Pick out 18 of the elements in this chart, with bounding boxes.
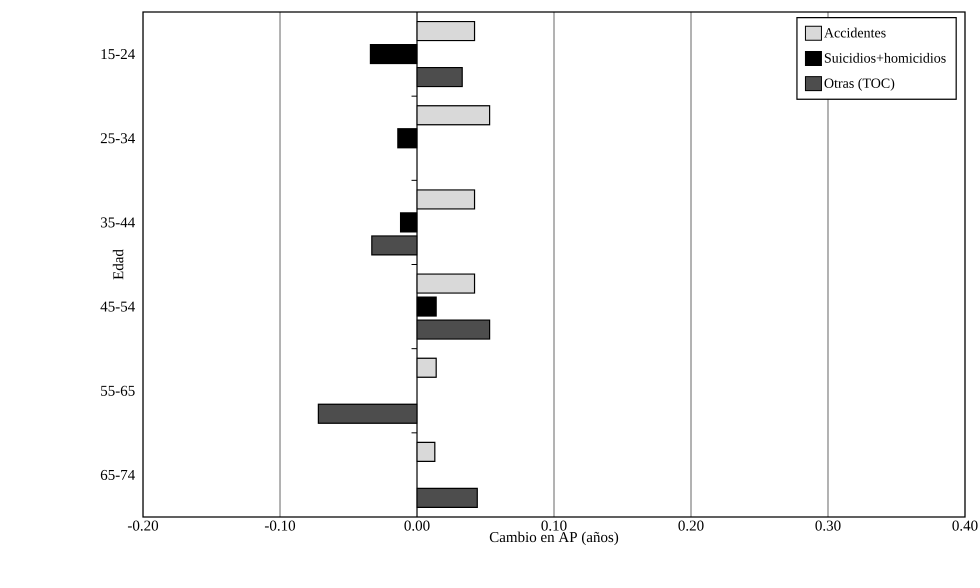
y-tick-label: 25-34 [100, 133, 135, 144]
legend-label: Otras (TOC) [824, 78, 894, 91]
x-tick-label: 0.10 [541, 520, 567, 531]
y-axis-title: Edad [112, 249, 124, 280]
legend-label: Accidentes [824, 28, 886, 38]
y-tick-label: 45-54 [100, 302, 135, 312]
y-tick-label: 65-74 [100, 470, 135, 480]
y-tick-label: 35-44 [100, 217, 135, 228]
x-tick-label: 0.20 [678, 520, 704, 531]
x-tick-label: -0.10 [264, 520, 296, 531]
x-tick-label: 0.30 [815, 520, 841, 531]
y-tick-label: 15-24 [102, 49, 135, 60]
legend-label: Suicidios+homicidios [824, 52, 946, 63]
x-tick-label: -0.20 [128, 520, 158, 531]
x-axis-title: Cambio en AP (años) [490, 532, 618, 546]
x-tick-label: 0.40 [952, 520, 978, 531]
y-tick-label: 55-65 [101, 386, 135, 396]
x-tick-label: 0.00 [404, 520, 430, 531]
